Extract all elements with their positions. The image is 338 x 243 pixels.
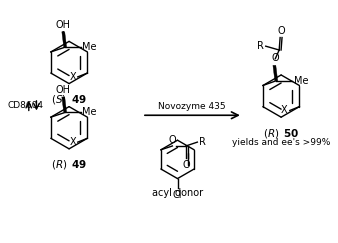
Text: ($\it{R}$): ($\it{R}$) [263,127,279,140]
Text: Cl: Cl [173,190,182,200]
Polygon shape [62,32,67,47]
Text: O: O [277,26,285,36]
Polygon shape [273,65,278,81]
Text: $\bf{50}$: $\bf{50}$ [283,127,299,139]
Text: R: R [199,137,206,147]
Text: $\bf{49}$: $\bf{49}$ [71,158,87,170]
Text: ($\it{S}$): ($\it{S}$) [51,93,67,106]
Text: Novozyme 435: Novozyme 435 [158,103,226,112]
Text: X: X [69,72,76,82]
Text: CD8604: CD8604 [8,101,44,110]
Text: ($\it{R}$): ($\it{R}$) [51,158,67,172]
Text: Me: Me [82,107,97,117]
Text: yields and ee's >99%: yields and ee's >99% [232,138,330,147]
Text: X: X [280,105,287,115]
Text: O: O [183,160,191,170]
Text: O: O [271,53,279,63]
Text: O: O [169,135,176,145]
Text: OH: OH [56,20,71,30]
Polygon shape [62,97,67,112]
Text: $\bf{49}$: $\bf{49}$ [71,93,87,105]
Text: OH: OH [56,85,71,95]
Text: X: X [69,137,76,147]
Text: acyl donor: acyl donor [152,188,203,198]
Text: R: R [257,41,264,51]
Text: Me: Me [82,42,97,52]
Text: Me: Me [294,76,308,86]
